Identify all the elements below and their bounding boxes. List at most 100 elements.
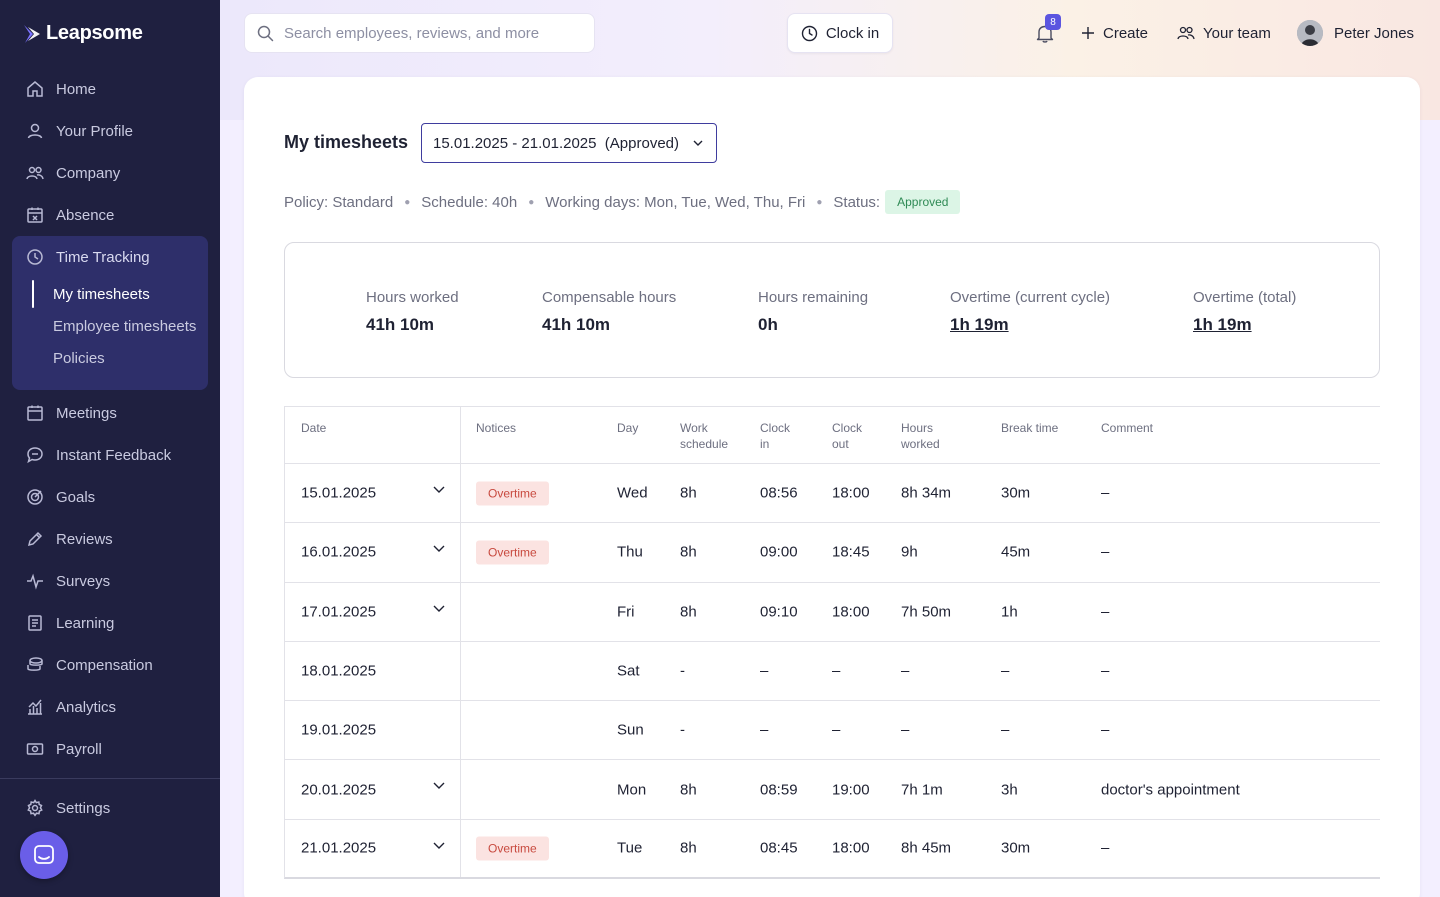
team-icon: [1177, 26, 1195, 40]
sidebar-item-settings[interactable]: Settings: [12, 787, 208, 829]
cell-clock-out: 19:00: [832, 781, 870, 799]
sidebar-item-meetings[interactable]: Meetings: [12, 392, 208, 434]
search-icon: [257, 25, 274, 41]
sidebar-item-label: Home: [56, 80, 97, 98]
sidebar-item-reviews[interactable]: Reviews: [12, 518, 208, 560]
column-divider: [460, 464, 461, 523]
sidebar-item-payroll[interactable]: Payroll: [12, 728, 208, 770]
sidebar-item-analytics[interactable]: Analytics: [12, 686, 208, 728]
timesheet-meta: Policy: Standard ● Schedule: 40h ● Worki…: [284, 190, 961, 214]
table-row[interactable]: 21.01.2025 Overtime Tue 8h 08:45 18:00 8…: [284, 819, 1380, 880]
column-divider: [460, 582, 461, 641]
table-row[interactable]: 17.01.2025 Fri 8h 09:10 18:00 7h 50m 1h …: [284, 582, 1380, 642]
cell-comment: –: [1101, 484, 1110, 502]
cell-date: 15.01.2025: [301, 484, 377, 502]
sidebar-item-label: Company: [56, 164, 121, 182]
clock-in-label: Clock in: [825, 24, 880, 42]
cell-day: Fri: [617, 603, 635, 621]
search-box[interactable]: [244, 13, 595, 53]
overtime-current-link[interactable]: 1h 19m: [950, 315, 1009, 334]
separator-dot: ●: [404, 196, 411, 208]
sidebar-item-learning[interactable]: Learning: [12, 602, 208, 644]
sidebar-subitem-employee-timesheets[interactable]: Employee timesheets: [53, 317, 197, 335]
col-date: Date: [301, 421, 327, 435]
column-divider: [460, 760, 461, 819]
table-header: Date Notices Day Work schedule Clock in Cl…: [284, 406, 1380, 464]
cell-break-time: –: [1001, 721, 1010, 739]
cell-break-time: –: [1001, 662, 1010, 680]
sidebar-item-goals[interactable]: Goals: [12, 476, 208, 518]
period-select[interactable]: 15.01.2025 - 21.01.2025 (Approved): [421, 123, 717, 163]
sidebar-item-label: Settings: [56, 799, 111, 817]
overtime-total-link[interactable]: 1h 19m: [1193, 315, 1252, 334]
table-row[interactable]: 15.01.2025 Overtime Wed 8h 08:56 18:00 8…: [284, 464, 1380, 524]
cell-comment: –: [1101, 721, 1110, 739]
cell-schedule: 8h: [680, 839, 697, 857]
cell-schedule: 8h: [680, 484, 697, 502]
cell-clock-out: 18:00: [832, 839, 870, 857]
sidebar-item-label: Payroll: [56, 740, 102, 758]
clock-in-button[interactable]: Clock in: [787, 13, 893, 53]
user-menu[interactable]: Peter Jones: [1297, 20, 1414, 46]
sidebar-item-instant-feedback[interactable]: Instant Feedback: [12, 434, 208, 476]
cell-clock-out: 18:00: [832, 603, 870, 621]
stat-value: 41h 10m: [366, 315, 435, 334]
sidebar-item-compensation[interactable]: Compensation: [12, 644, 208, 686]
sidebar-item-home[interactable]: Home: [12, 68, 208, 110]
target-icon: [26, 488, 44, 506]
col-day: Day: [617, 421, 639, 435]
chevron-down-icon[interactable]: [432, 482, 446, 496]
create-button[interactable]: Create: [1081, 23, 1148, 43]
book-icon: [26, 614, 44, 632]
your-team-button[interactable]: Your team: [1177, 23, 1271, 43]
chevron-down-icon[interactable]: [432, 601, 446, 615]
user-name: Peter Jones: [1334, 24, 1415, 42]
page-title: My timesheets: [284, 132, 409, 152]
cell-day: Thu: [617, 543, 643, 561]
support-chat-button[interactable]: [20, 831, 68, 879]
gear-icon: [26, 799, 44, 817]
cell-clock-in: 08:56: [760, 484, 798, 502]
table-row: 19.01.2025 Sun - – – – – –: [284, 701, 1380, 761]
cell-schedule: 8h: [680, 543, 697, 561]
cell-clock-out: 18:00: [832, 484, 870, 502]
sidebar-item-absence[interactable]: Absence: [12, 194, 208, 236]
summary-panel: Hours worked 41h 10m Compensable hours 4…: [284, 242, 1380, 378]
col-label-line: out: [832, 437, 849, 451]
sidebar-subitem-my-timesheets[interactable]: My timesheets: [32, 278, 208, 310]
main-nav: Home Your Profile Company Absence Time T…: [12, 68, 208, 770]
chevron-down-icon[interactable]: [432, 778, 446, 792]
sidebar-subitem-policies[interactable]: Policies: [53, 349, 105, 367]
cell-break-time: 3h: [1001, 781, 1018, 799]
table-row[interactable]: 16.01.2025 Overtime Thu 8h 09:00 18:45 9…: [284, 523, 1380, 583]
col-label-line: Clock: [760, 421, 791, 435]
sidebar-item-company[interactable]: Company: [12, 152, 208, 194]
sidebar-item-label: Reviews: [56, 530, 113, 548]
cell-hours-worked: 8h 34m: [901, 484, 952, 502]
search-input[interactable]: [284, 24, 584, 42]
separator-dot: ●: [528, 196, 535, 208]
sidebar-item-time-tracking[interactable]: Time Tracking: [12, 236, 208, 278]
cell-clock-out: 18:45: [832, 543, 870, 561]
sidebar-item-your-profile[interactable]: Your Profile: [12, 110, 208, 152]
overtime-badge: Overtime: [476, 540, 549, 565]
column-divider: [460, 701, 461, 760]
cell-clock-in: 09:10: [760, 603, 798, 621]
col-label-line: worked: [901, 437, 940, 451]
meta-schedule: Schedule: 40h: [421, 193, 518, 211]
col-clock-in: Clock in: [760, 420, 790, 452]
stat-label: Overtime (total): [1193, 289, 1297, 306]
chart-icon: [26, 698, 44, 716]
status-badge: Approved: [885, 190, 961, 214]
chevron-down-icon[interactable]: [432, 541, 446, 555]
logo[interactable]: Leapsome: [22, 22, 143, 45]
table-row[interactable]: 20.01.2025 Mon 8h 08:59 19:00 7h 1m 3h d…: [284, 760, 1380, 820]
sidebar-item-label: Meetings: [56, 404, 117, 422]
cell-schedule: -: [680, 662, 685, 680]
col-clock-out: Clock out: [832, 420, 862, 452]
chevron-down-icon[interactable]: [432, 838, 446, 852]
notification-count-badge: 8: [1045, 14, 1061, 30]
cell-date: 19.01.2025: [301, 721, 377, 739]
column-divider: [460, 407, 461, 463]
sidebar-item-surveys[interactable]: Surveys: [12, 560, 208, 602]
